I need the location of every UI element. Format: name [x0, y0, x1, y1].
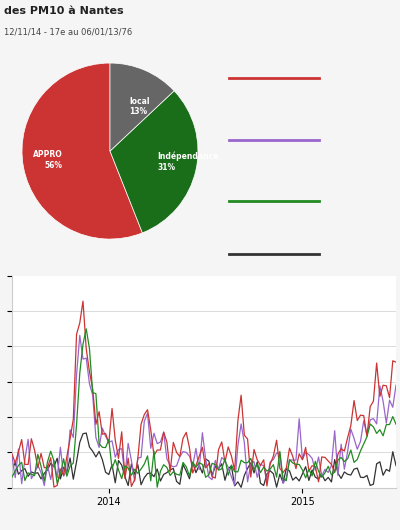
Text: Indépendance
31%: Indépendance 31%: [157, 152, 219, 172]
Wedge shape: [22, 63, 142, 239]
Text: 12/11/14 - 17e au 06/01/13/76: 12/11/14 - 17e au 06/01/13/76: [4, 28, 132, 37]
Text: APPRO
56%: APPRO 56%: [33, 151, 62, 170]
Wedge shape: [110, 91, 198, 233]
Text: local
13%: local 13%: [129, 97, 150, 116]
Text: des PM10 à Nantes: des PM10 à Nantes: [4, 5, 124, 15]
Wedge shape: [110, 63, 174, 151]
